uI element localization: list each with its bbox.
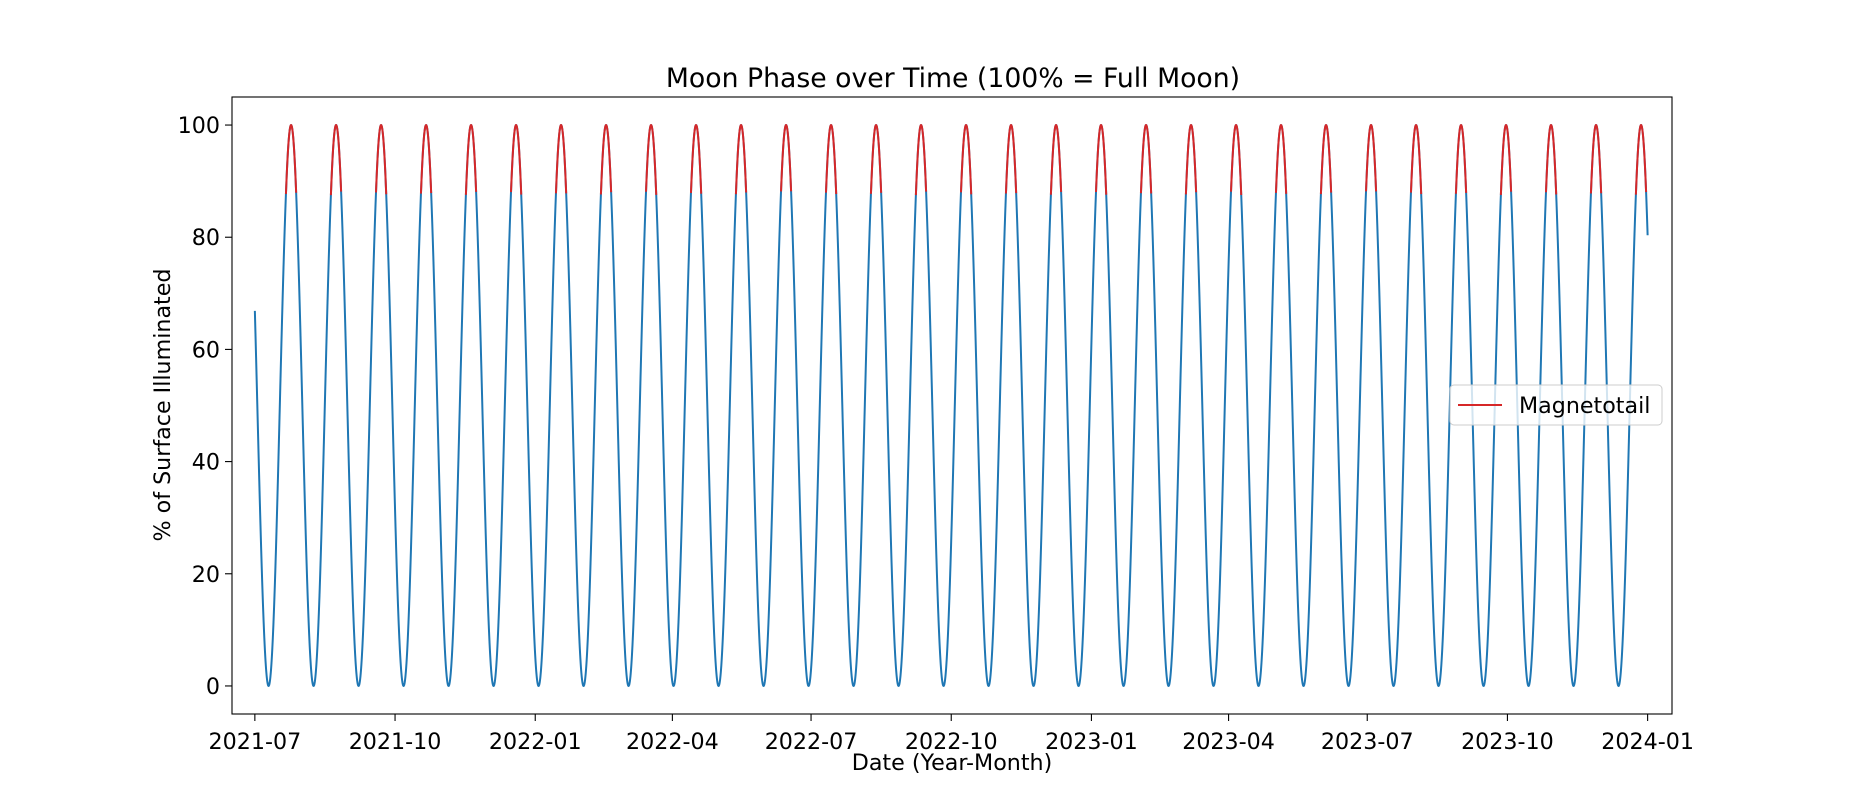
x-axis-label: Date (Year-Month) xyxy=(852,750,1053,776)
chart-title: Moon Phase over Time (100% = Full Moon) xyxy=(666,63,1240,94)
series-line-magnetotail-14 xyxy=(869,124,883,194)
series-line-magnetotail-21 xyxy=(1184,124,1198,195)
series-line-magnetotail-26 xyxy=(1409,124,1423,195)
series-line-magnetotail-18 xyxy=(1049,124,1063,195)
series-line-magnetotail-16 xyxy=(959,124,973,195)
y-axis-label: % of Surface Illuminated xyxy=(150,269,176,542)
series-line-magnetotail-31 xyxy=(1634,124,1648,195)
y-tick-label: 0 xyxy=(206,674,220,700)
series-line-magnetotail-19 xyxy=(1095,124,1108,195)
series-line-magnetotail-12 xyxy=(780,124,793,192)
series-line-magnetotail-27 xyxy=(1454,124,1468,194)
x-tick-label: 2023-07 xyxy=(1321,729,1414,755)
x-tick-label: 2023-01 xyxy=(1045,729,1138,755)
series-line-magnetotail-10 xyxy=(689,124,703,194)
series-line-magnetotail-25 xyxy=(1365,124,1378,192)
x-tick-label: 2022-01 xyxy=(489,729,582,755)
x-tick-label: 2022-04 xyxy=(626,729,719,755)
series-line-magnetotail-6 xyxy=(510,124,523,195)
series-line-magnetotail-1 xyxy=(284,124,298,194)
series-line-magnetotail-24 xyxy=(1319,124,1333,195)
series-line-magnetotail-5 xyxy=(464,124,478,195)
series-line-magnetotail-4 xyxy=(419,124,433,194)
series-line-magnetotail-28 xyxy=(1499,124,1513,195)
plot-frame xyxy=(231,96,1673,715)
series-line-magnetotail-30 xyxy=(1589,124,1603,194)
series-line-magnetotail-23 xyxy=(1274,124,1288,194)
y-axis-ticks: 0 20 40 60 80 100 xyxy=(178,113,232,700)
x-tick-label: 2022-07 xyxy=(765,729,858,755)
y-tick-label: 20 xyxy=(192,562,220,588)
series-line-magnetotail-2 xyxy=(329,124,343,196)
series-line-magnetotail-9 xyxy=(645,124,658,195)
series-line-magnetotail-20 xyxy=(1139,124,1153,194)
x-tick-label: 2023-10 xyxy=(1461,729,1554,755)
x-axis-ticks: 2021-07 2021-10 2022-01 2022-04 2022-07 2022-… xyxy=(208,714,1694,755)
y-tick-label: 60 xyxy=(192,337,220,363)
series-line-magnetotail-11 xyxy=(734,124,748,195)
series-line-magnetotail-29 xyxy=(1544,124,1558,195)
y-tick-label: 40 xyxy=(192,450,220,476)
series-line-magnetotail-22 xyxy=(1230,124,1243,196)
legend-entry-magnetotail: Magnetotail xyxy=(1519,393,1650,419)
x-tick-label: 2024-01 xyxy=(1601,729,1694,755)
legend: Magnetotail xyxy=(1449,384,1663,426)
series-line-magnetotail-15 xyxy=(914,124,928,196)
series-line-magnetotail-7 xyxy=(554,124,568,194)
plot-lines xyxy=(253,124,1649,687)
x-tick-label: 2023-04 xyxy=(1182,729,1275,755)
series-line-magnetotail-17 xyxy=(1004,124,1018,194)
series-line-magnetotail-3 xyxy=(375,124,388,195)
y-tick-label: 80 xyxy=(192,225,220,251)
x-tick-label: 2021-10 xyxy=(349,729,442,755)
series-line-magnetotail-13 xyxy=(824,124,838,195)
legend-box xyxy=(1449,384,1663,426)
x-tick-label: 2021-07 xyxy=(208,729,301,755)
series-line-magnetotail-8 xyxy=(599,124,613,195)
y-tick-label: 100 xyxy=(178,113,220,139)
x-tick-label: 2022-10 xyxy=(905,729,998,755)
